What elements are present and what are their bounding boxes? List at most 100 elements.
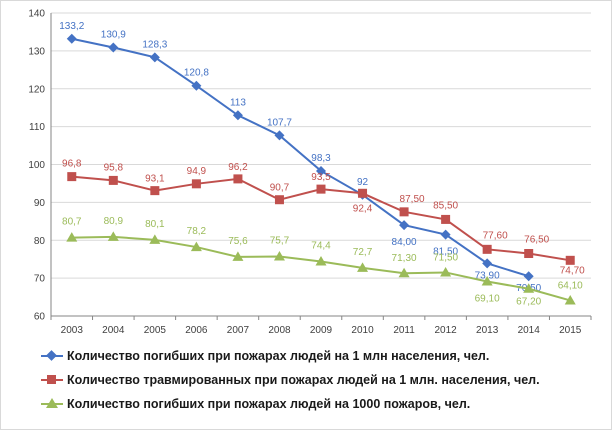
- legend-label: Количество травмированных при пожарах лю…: [67, 373, 540, 387]
- data-label: 75,7: [270, 236, 290, 247]
- data-point-square: [358, 188, 368, 198]
- data-label: 73,90: [475, 270, 500, 281]
- x-tick-label: 2009: [310, 325, 333, 336]
- data-point-triangle: [523, 283, 535, 293]
- data-label: 72,7: [353, 247, 373, 258]
- y-tick-label: 80: [34, 236, 46, 247]
- x-tick-label: 2014: [518, 325, 541, 336]
- x-tick-label: 2003: [61, 325, 84, 336]
- legend-item-deaths-per-million: Количество погибших при пожарах людей на…: [41, 344, 601, 368]
- data-point-square: [316, 184, 326, 194]
- x-tick-label: 2011: [393, 325, 415, 336]
- y-tick-label: 60: [34, 312, 46, 323]
- y-tick-label: 90: [34, 198, 46, 209]
- data-label: 71,50: [433, 252, 458, 263]
- data-point-diamond: [232, 110, 243, 121]
- line-chart: 60 70 80 90 100 110 120 130 140 2003 2004 2005 2006 2…: [28, 9, 592, 336]
- legend-key-diamond: [41, 349, 63, 363]
- data-label: 93,1: [145, 174, 165, 185]
- data-point-triangle: [66, 232, 78, 242]
- data-label: 75,6: [228, 236, 248, 247]
- data-point-triangle: [440, 266, 452, 277]
- data-point-triangle: [107, 231, 119, 241]
- data-point-triangle: [273, 251, 285, 261]
- y-tick-label: 130: [28, 46, 45, 57]
- data-label: 133,2: [59, 21, 84, 32]
- x-tick-label: 2006: [185, 325, 208, 336]
- data-label: 113: [230, 97, 246, 108]
- legend-label: Количество погибших при пожарах людей на…: [67, 397, 471, 411]
- data-label: 84,00: [392, 237, 417, 248]
- data-label: 77,60: [483, 230, 508, 241]
- data-point-diamond: [316, 165, 326, 176]
- data-label: 92,4: [353, 203, 373, 214]
- data-label: 74,4: [311, 240, 331, 251]
- legend-item-injured-per-million: Количество травмированных при пожарах лю…: [41, 368, 601, 392]
- y-tick-label: 70: [34, 274, 46, 285]
- data-point-diamond: [191, 80, 202, 91]
- data-point-square: [191, 179, 201, 189]
- y-tick-label: 100: [28, 160, 45, 171]
- data-label: 80,1: [145, 219, 165, 230]
- x-tick-label: 2012: [434, 325, 457, 336]
- y-tick-label: 140: [28, 9, 45, 20]
- data-point-triangle: [149, 234, 161, 244]
- y-tick-label: 120: [28, 84, 45, 95]
- data-point-diamond: [440, 229, 451, 240]
- data-label: 120,8: [184, 68, 209, 79]
- data-label: 128,3: [142, 39, 167, 50]
- data-point-diamond: [66, 33, 77, 44]
- legend-key-square: [41, 373, 63, 387]
- data-label: 98,3: [311, 153, 331, 164]
- data-point-square: [274, 195, 284, 205]
- data-point-square: [233, 174, 243, 184]
- legend-item-deaths-per-1000-fires: Количество погибших при пожарах людей на…: [41, 392, 601, 416]
- data-label: 87,50: [400, 194, 425, 205]
- x-tick-label: 2013: [476, 325, 499, 336]
- data-label: 64,10: [558, 280, 583, 291]
- data-label: 94,9: [187, 166, 207, 177]
- x-tick-label: 2004: [102, 325, 125, 336]
- data-label: 76,50: [524, 235, 549, 246]
- x-tick-label: 2008: [268, 325, 291, 336]
- data-label: 95,8: [104, 162, 124, 173]
- data-label: 80,9: [104, 216, 124, 227]
- data-point-square: [441, 214, 451, 224]
- data-label: 107,7: [267, 117, 292, 128]
- data-point-square: [67, 172, 77, 182]
- legend-label: Количество погибших при пожарах людей на…: [67, 349, 490, 363]
- x-tick-label: 2015: [559, 325, 582, 336]
- data-point-triangle: [398, 267, 410, 278]
- data-label: 96,8: [62, 159, 82, 170]
- data-label: 74,70: [560, 265, 585, 276]
- data-label: 93,5: [311, 172, 331, 183]
- legend: Количество погибших при пожарах людей на…: [41, 344, 601, 416]
- x-tick-label: 2005: [144, 325, 167, 336]
- data-label: 67,20: [516, 297, 541, 308]
- data-label: 130,9: [101, 29, 126, 40]
- data-label: 80,7: [62, 217, 82, 228]
- data-point-triangle: [232, 251, 244, 261]
- data-point-triangle: [481, 276, 493, 286]
- data-point-diamond: [149, 52, 160, 63]
- x-tick-label: 2007: [227, 325, 250, 336]
- data-point-square: [108, 175, 118, 185]
- data-point-triangle: [190, 241, 202, 252]
- x-tick-label: 2010: [351, 325, 374, 336]
- series-line: [71, 37, 529, 278]
- data-label: 69,10: [475, 294, 500, 305]
- data-point-diamond: [274, 130, 285, 141]
- data-point-diamond: [482, 258, 493, 269]
- data-point-square: [399, 207, 409, 217]
- y-tick-label: 110: [29, 122, 45, 133]
- data-point-square: [524, 249, 534, 259]
- data-point-diamond: [523, 271, 534, 282]
- data-point-square: [150, 186, 160, 196]
- data-label: 92: [357, 177, 369, 188]
- data-label: 90,7: [270, 183, 290, 194]
- legend-key-triangle: [41, 397, 63, 411]
- data-point-triangle: [564, 294, 576, 305]
- data-label: 85,50: [433, 200, 458, 211]
- data-point-square: [482, 244, 492, 254]
